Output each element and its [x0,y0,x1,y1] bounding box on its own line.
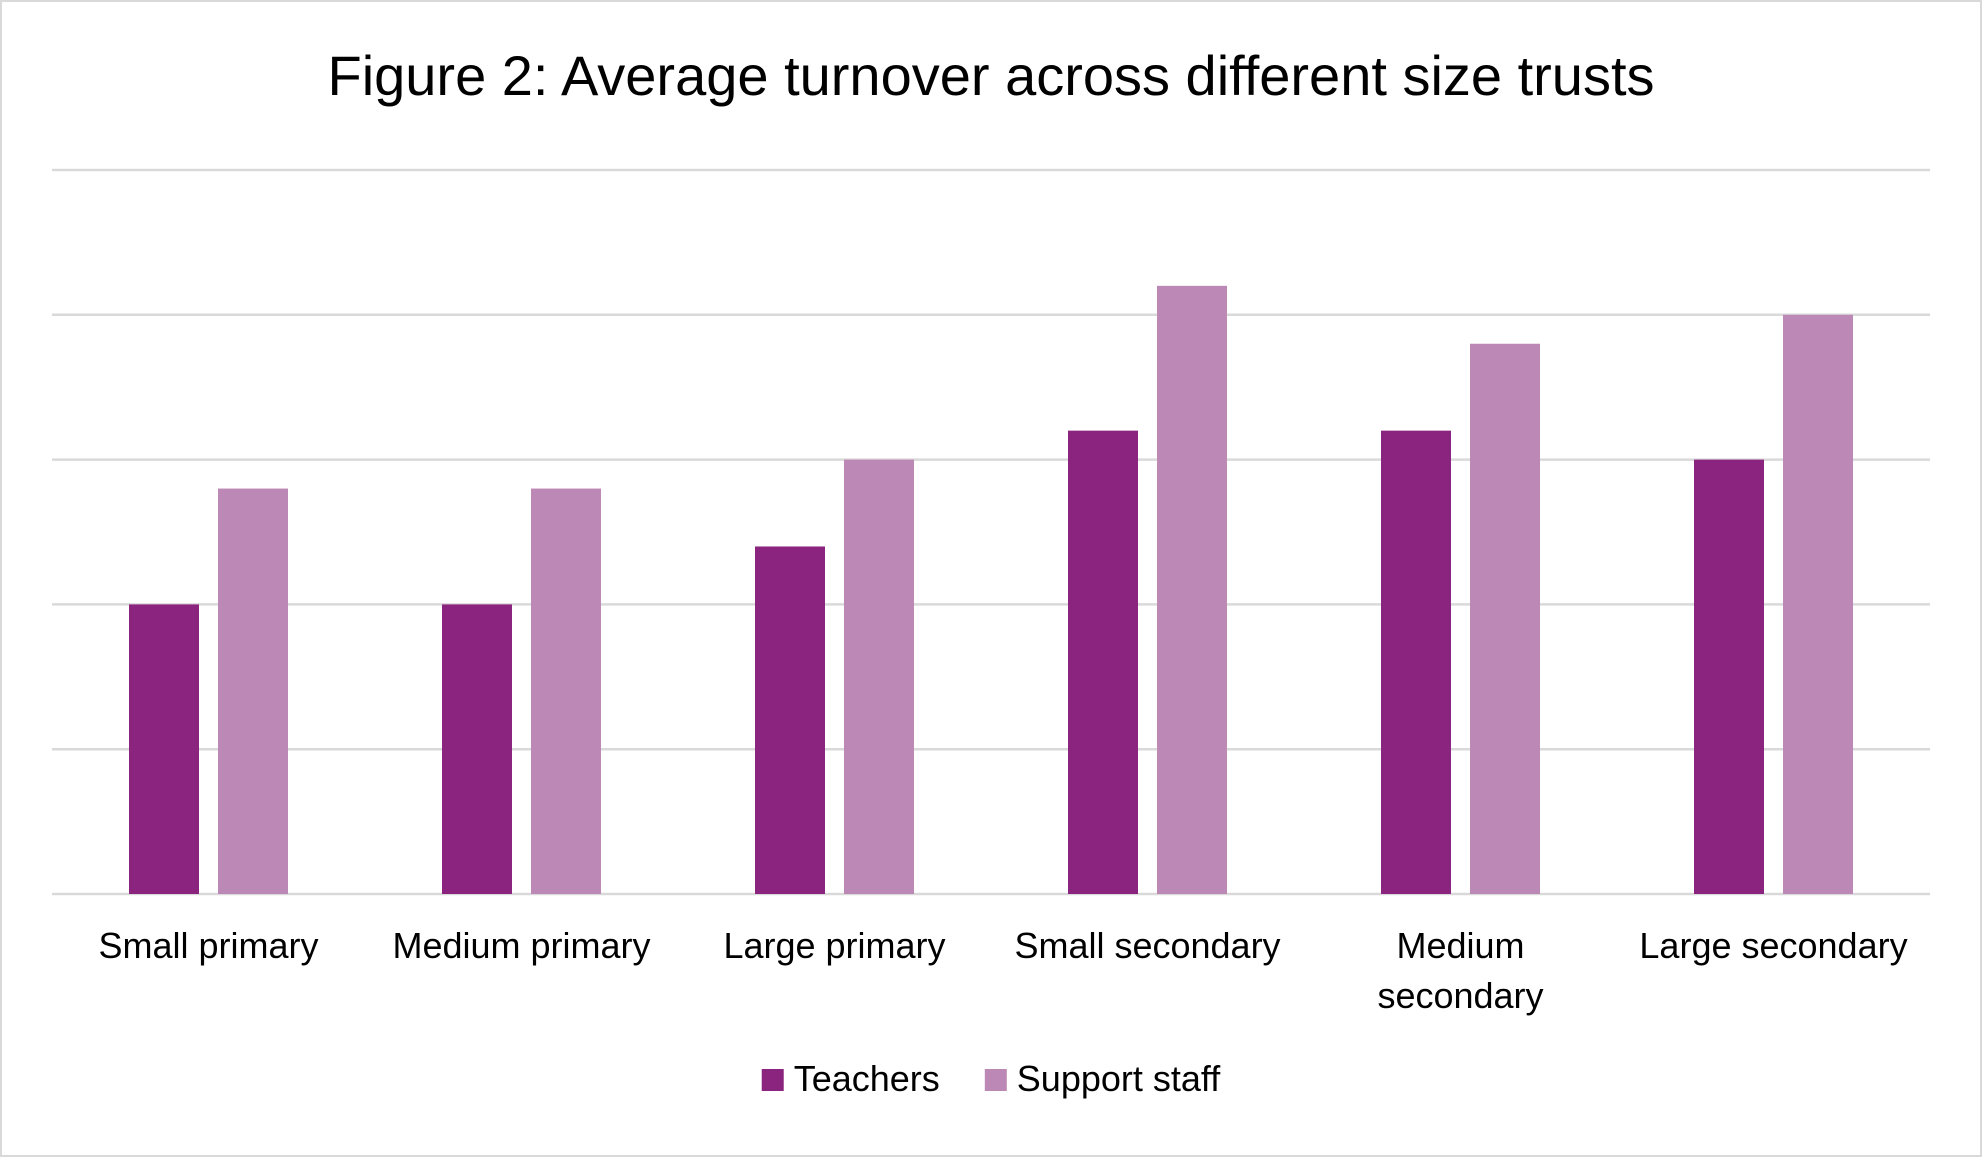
x-tick-label-line: Large secondary [1639,925,1907,966]
bar-support-staff-0 [218,488,288,894]
gridlines [52,168,1930,896]
legend-item-teachers: Teachers [761,1058,940,1099]
legend-swatch [984,1069,1007,1091]
bar-teachers-1 [442,604,512,894]
bar-teachers-0 [129,604,199,894]
bar-teachers-3 [1068,430,1138,894]
x-tick-label-line: secondary [1377,975,1543,1016]
bar-teachers-4 [1381,430,1451,894]
legend-item-support-staff: Support staff [984,1058,1221,1099]
bar-support-staff-1 [531,488,601,894]
bar-support-staff-3 [1157,285,1227,895]
x-tick-label: Large secondary [1639,925,1907,966]
x-axis-tick-labels: Small primary Medium primary Large primary… [98,925,1907,1016]
x-tick-label: Medium primary [392,925,650,966]
bar-support-staff-5 [1783,314,1853,894]
x-tick-label-line: Large primary [723,925,945,966]
legend-label: Support staff [1017,1058,1221,1099]
legend-label: Teachers [794,1058,940,1099]
bar-support-staff-2 [844,459,914,894]
x-tick-label-line: Medium [1396,925,1524,966]
x-tick-label: Medium secondary [1377,925,1543,1016]
bar-teachers-5 [1694,459,1764,894]
x-tick-label: Small primary [98,925,318,966]
x-tick-label-line: Small primary [98,925,318,966]
x-tick-label-line: Medium primary [392,925,650,966]
x-tick-label: Large primary [723,925,945,966]
bars [129,285,1853,895]
legend: Teachers Support staff [761,1058,1221,1099]
legend-swatch [761,1069,784,1091]
x-tick-label-line: Small secondary [1014,925,1280,966]
bar-support-staff-4 [1470,343,1540,894]
x-tick-label: Small secondary [1014,925,1280,966]
bar-teachers-2 [755,546,825,894]
chart-title: Figure 2: Average turnover across differ… [327,44,1654,107]
